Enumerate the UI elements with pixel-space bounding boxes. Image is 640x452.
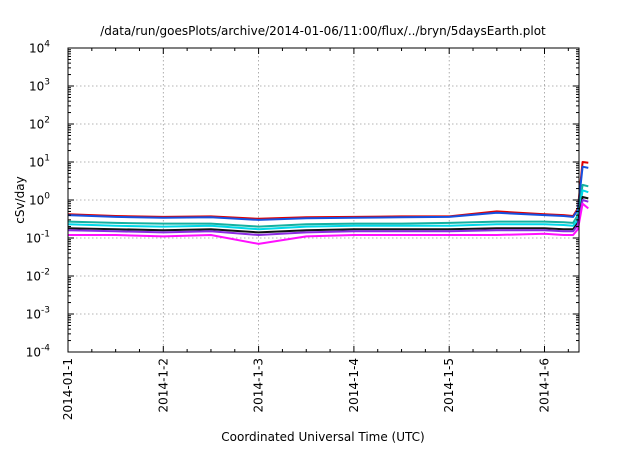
series-group xyxy=(67,161,589,245)
series-line-4 xyxy=(67,189,589,231)
y-tick-label: 102 xyxy=(29,116,50,132)
axes: 10-4 10-3 10-2 10-1 100 101 102 103 104 2014-01-1… xyxy=(26,40,579,420)
chart-title: /data/run/goesPlots/archive/2014-01-06/1… xyxy=(100,24,546,38)
series-line-1 xyxy=(67,161,589,220)
x-tick-label: 2014-1-2 xyxy=(156,358,170,412)
y-tick-label: 10-1 xyxy=(26,230,50,246)
series-line-2 xyxy=(67,165,589,221)
y-tick-label: 100 xyxy=(29,192,50,208)
series-line-5 xyxy=(67,196,589,234)
y-tick-label: 101 xyxy=(29,154,50,170)
series-line-6 xyxy=(67,199,589,236)
x-axis-label: Coordinated Universal Time (UTC) xyxy=(221,430,424,444)
series-line-3 xyxy=(67,183,589,228)
y-tick-label: 104 xyxy=(29,40,50,56)
y-tick-label: 103 xyxy=(29,78,50,94)
series-line-7 xyxy=(68,202,589,245)
y-tick-label: 10-2 xyxy=(26,268,50,284)
y-axis-label: cSv/day xyxy=(13,176,27,223)
x-tick-label: 2014-1-4 xyxy=(347,358,361,412)
x-tick-label: 2014-01-1 xyxy=(61,358,75,420)
grid xyxy=(68,48,579,352)
x-tick-label: 2014-1-3 xyxy=(252,358,266,412)
x-tick-label: 2014-1-5 xyxy=(442,358,456,412)
y-tick-label: 10-4 xyxy=(26,344,51,360)
y-tick-label: 10-3 xyxy=(26,306,50,322)
x-tick-label: 2014-1-6 xyxy=(538,358,552,412)
